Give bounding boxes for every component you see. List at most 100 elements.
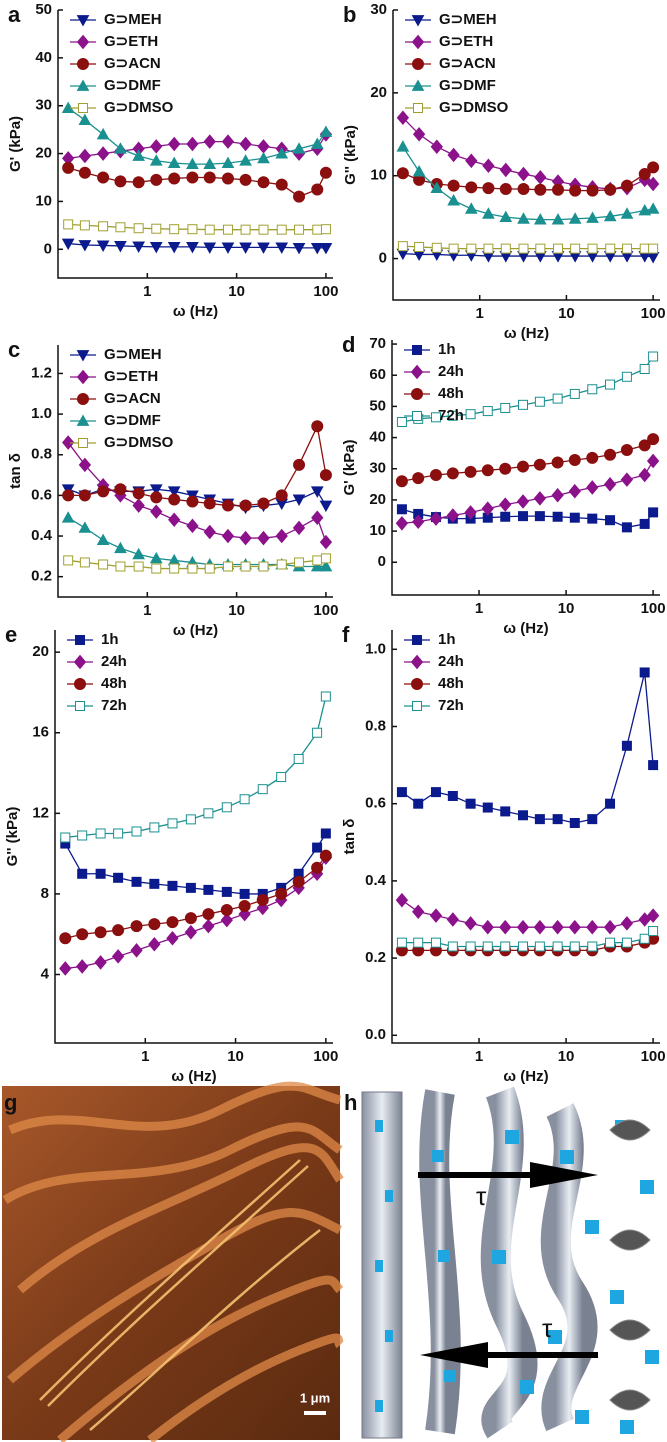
y-axis-label: G'' (kPa): [342, 125, 359, 185]
marker: [429, 908, 443, 923]
marker: [482, 941, 493, 952]
marker: [257, 242, 270, 254]
y-axis-label: G'' (kPa): [4, 807, 21, 867]
y-tick-label: 30: [369, 460, 386, 477]
marker: [447, 941, 458, 952]
chart: a 0 10 20 30 40 50 1 10 100 ω (Hz) G' (kPa) G⊃MEH G⊃E…: [7, 1, 338, 320]
marker: [203, 808, 214, 819]
marker: [429, 468, 442, 481]
marker: [448, 243, 459, 254]
marker: [168, 136, 181, 152]
marker: [603, 209, 617, 222]
marker: [319, 125, 333, 137]
marker: [292, 520, 306, 536]
marker: [620, 472, 634, 487]
marker: [586, 184, 599, 197]
marker: [517, 166, 530, 182]
x-axis-label: ω (Hz): [503, 1068, 548, 1085]
marker: [60, 832, 71, 843]
series-line: [401, 938, 654, 952]
x-tick-label: 10: [228, 283, 245, 300]
marker: [586, 480, 599, 495]
legend-label: G⊃ETH: [439, 33, 493, 50]
legend-marker: [412, 58, 424, 70]
marker: [150, 491, 163, 504]
marker: [586, 451, 599, 464]
legend-marker: [77, 58, 89, 70]
x-axis-label: ω (Hz): [173, 622, 218, 639]
x-tick-label: 100: [313, 602, 338, 619]
marker: [396, 110, 410, 125]
marker: [76, 959, 89, 974]
marker: [534, 814, 545, 825]
legend-marker: [413, 103, 423, 113]
marker: [62, 435, 75, 450]
marker: [294, 557, 305, 568]
marker: [620, 916, 634, 931]
marker: [203, 157, 217, 169]
marker: [412, 127, 426, 142]
marker: [150, 504, 163, 519]
marker: [639, 518, 650, 529]
marker: [429, 511, 443, 526]
marker: [292, 242, 306, 255]
marker: [396, 787, 407, 798]
marker: [638, 912, 651, 927]
marker: [396, 416, 407, 427]
marker: [111, 949, 125, 964]
marker: [115, 222, 126, 233]
marker: [148, 918, 161, 931]
y-tick-label: 0.2: [365, 949, 386, 966]
marker: [605, 243, 616, 254]
series-line: [401, 672, 654, 824]
marker: [586, 919, 599, 935]
series-line: [68, 223, 326, 231]
marker: [168, 493, 181, 506]
marker: [62, 489, 75, 502]
y-tick-label: 8: [41, 885, 49, 902]
marker: [63, 219, 74, 230]
marker: [412, 165, 426, 177]
y-tick-label: 10: [35, 192, 52, 209]
panel-label: c: [8, 337, 20, 362]
marker: [604, 183, 617, 196]
marker: [312, 727, 323, 738]
y-tick-label: 20: [370, 84, 387, 101]
marker: [319, 500, 333, 513]
marker: [413, 798, 424, 809]
marker: [132, 176, 145, 189]
marker: [150, 173, 163, 186]
marker: [169, 224, 180, 235]
x-axis-label: ω (Hz): [503, 620, 548, 637]
x-tick-label: 100: [641, 305, 666, 322]
marker: [447, 147, 460, 163]
marker: [311, 510, 324, 526]
series-line: [401, 930, 654, 948]
chart: f 0.0 0.2 0.4 0.6 0.8 1.0 1 10 100 ω (Hz) tan δ 1h 24…: [341, 622, 666, 1085]
marker: [569, 941, 580, 952]
legend-label: G⊃MEH: [104, 11, 162, 28]
x-tick-label: 10: [228, 602, 245, 619]
marker: [256, 893, 269, 906]
marker: [311, 183, 324, 196]
marker: [149, 154, 163, 166]
marker: [647, 433, 660, 446]
marker: [639, 667, 650, 678]
series-line: [65, 857, 327, 970]
legend-label: G⊃MEH: [104, 346, 162, 363]
series-line: [65, 696, 327, 839]
legend-marker: [411, 388, 423, 400]
marker: [465, 181, 478, 194]
marker: [78, 240, 92, 252]
marker: [275, 489, 288, 502]
panel-label: d: [342, 332, 355, 357]
legend-label: G⊃DMSO: [104, 434, 174, 451]
marker: [203, 134, 216, 149]
legend-marker: [410, 654, 424, 670]
y-tick-label: 20: [35, 145, 52, 162]
marker: [518, 810, 529, 821]
legend-marker: [73, 654, 87, 670]
marker: [430, 412, 441, 423]
marker: [395, 892, 409, 908]
marker: [203, 242, 217, 254]
